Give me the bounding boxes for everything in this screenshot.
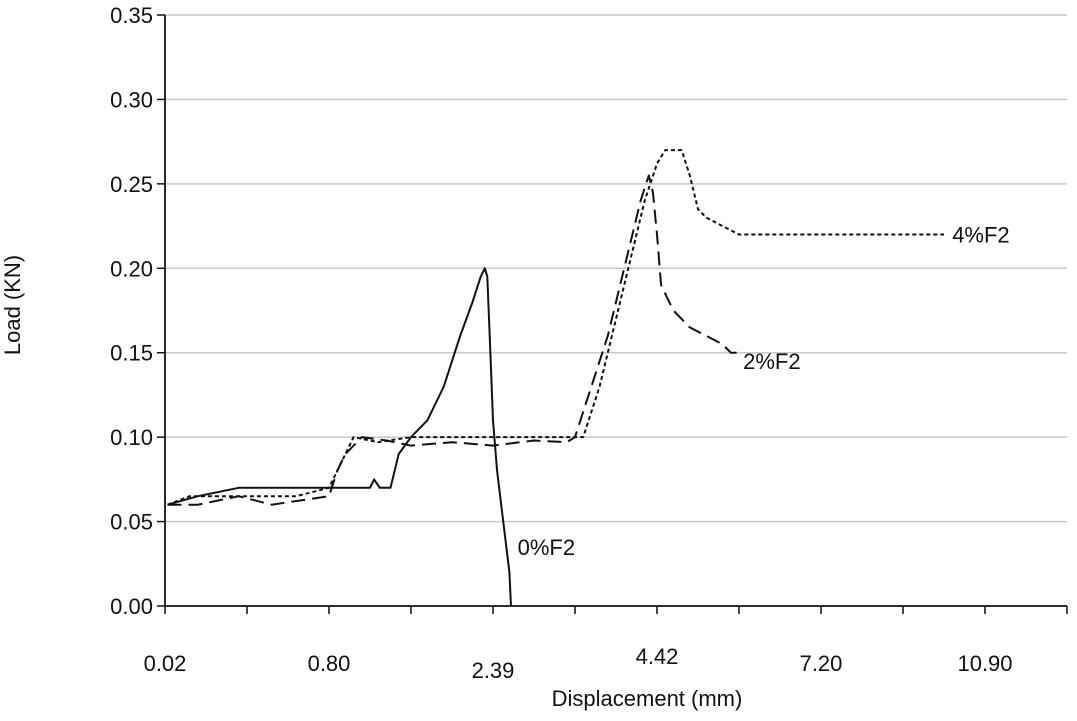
y-tick-label: 0.30 bbox=[110, 87, 153, 112]
series-line-4-f2 bbox=[167, 149, 944, 506]
x-tick-label: 2.39 bbox=[472, 658, 515, 683]
y-tick-label: 0.35 bbox=[110, 3, 153, 28]
x-axis: 0.02 0.80 2.39 4.42 7.20 10.90 bbox=[144, 605, 1068, 683]
series-label: 0%F2 bbox=[518, 535, 575, 560]
y-tick-label: 0.15 bbox=[110, 341, 153, 366]
series-label: 4%F2 bbox=[952, 223, 1009, 248]
x-tick-label: 4.42 bbox=[636, 644, 679, 669]
series-labels: 0%F2 2%F2 4%F2 bbox=[518, 223, 1010, 560]
y-axis-title: Load (KN) bbox=[0, 255, 25, 355]
gridlines bbox=[165, 14, 1067, 523]
x-tick-label: 0.80 bbox=[308, 651, 351, 676]
y-tick-label: 0.20 bbox=[110, 256, 153, 281]
y-tick-label: 0.25 bbox=[110, 172, 153, 197]
x-tick-label: 7.20 bbox=[800, 651, 843, 676]
x-tick-label: 10.90 bbox=[957, 651, 1012, 676]
series-layer bbox=[167, 149, 944, 607]
x-tick-label: 0.02 bbox=[144, 651, 187, 676]
y-axis: 0.00 0.05 0.10 0.15 0.20 0.25 0.30 0.35 bbox=[110, 3, 166, 619]
series-label: 2%F2 bbox=[743, 349, 800, 374]
y-tick-label: 0.10 bbox=[110, 425, 153, 450]
y-tick-label: 0.00 bbox=[110, 594, 153, 619]
series-line-0-f2 bbox=[167, 267, 512, 607]
y-tick-label: 0.05 bbox=[110, 510, 153, 535]
x-axis-title: Displacement (mm) bbox=[552, 686, 743, 711]
series-line-2-f2 bbox=[167, 174, 739, 506]
